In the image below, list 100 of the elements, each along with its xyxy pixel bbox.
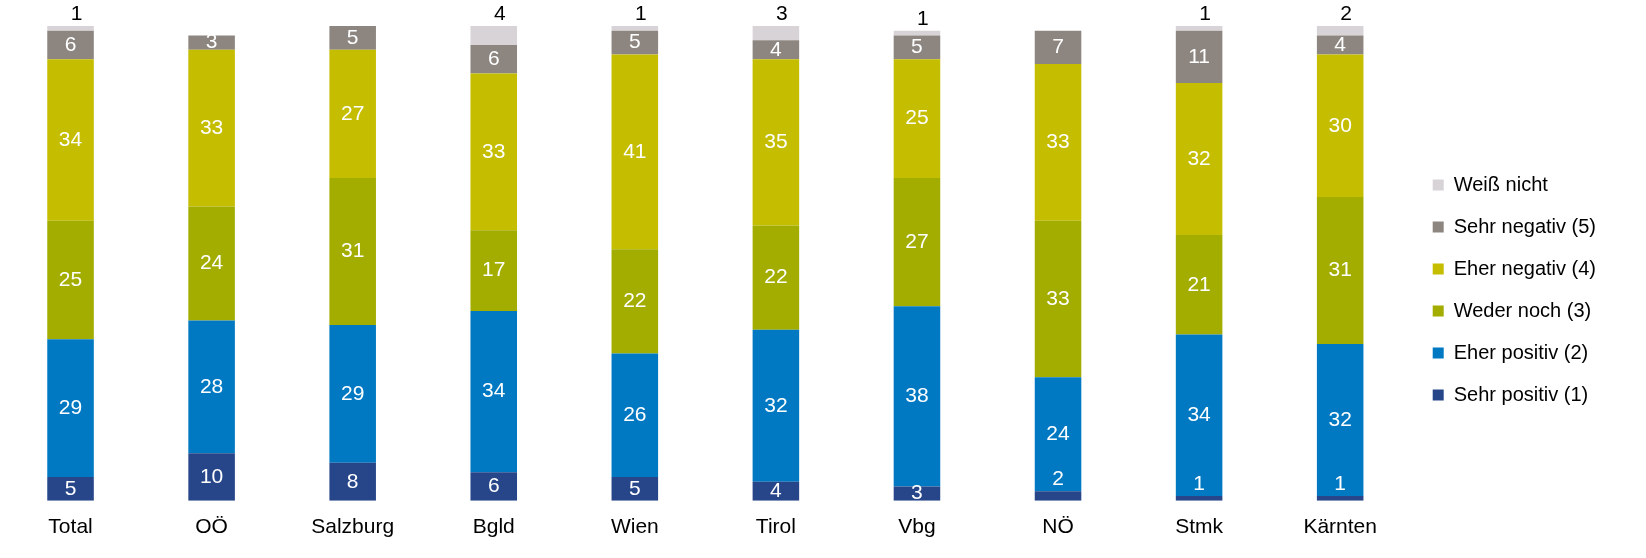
bar xyxy=(1175,334,1223,497)
bar xyxy=(1175,234,1223,335)
legend-label: Eher negativ (4) xyxy=(1453,256,1596,279)
x-tick-label: Tirol xyxy=(755,514,796,538)
data-label: 11 xyxy=(1188,43,1211,67)
bar xyxy=(47,26,94,31)
data-label: 34 xyxy=(58,126,83,150)
data-label: 5 xyxy=(628,29,641,53)
data-label: 3 xyxy=(911,480,923,504)
data-label: 27 xyxy=(905,228,929,252)
bar xyxy=(47,339,94,478)
bar xyxy=(329,325,376,463)
bar xyxy=(329,462,376,501)
x-tick-label: Kärnten xyxy=(1303,514,1377,538)
bar xyxy=(893,306,941,487)
data-label: 1 xyxy=(1193,470,1205,494)
data-label: 27 xyxy=(341,100,365,124)
bar xyxy=(1175,26,1223,31)
bar xyxy=(470,73,518,231)
data-label: 33 xyxy=(482,138,506,162)
data-label: 6 xyxy=(487,473,500,497)
data-label: 33 xyxy=(1046,129,1070,153)
data-label: 6 xyxy=(487,46,500,70)
bar xyxy=(611,54,659,250)
data-label: 1 xyxy=(70,1,83,25)
bar xyxy=(329,177,376,326)
data-label: 24 xyxy=(1046,421,1071,445)
bar xyxy=(1034,491,1082,501)
data-label: 29 xyxy=(58,395,83,419)
data-label: 38 xyxy=(905,383,929,407)
bar xyxy=(188,35,235,50)
bar xyxy=(329,49,376,178)
data-label: 25 xyxy=(58,266,83,290)
bar xyxy=(752,225,800,330)
bar xyxy=(470,310,518,473)
data-label: 6 xyxy=(64,31,77,55)
data-label: 34 xyxy=(482,378,506,402)
data-label: 10 xyxy=(199,463,224,487)
x-tick-label: Total xyxy=(48,514,93,538)
data-label: 33 xyxy=(1046,285,1070,309)
data-label: 5 xyxy=(64,475,77,499)
data-label: 1 xyxy=(634,1,647,25)
x-tick-label: Wien xyxy=(610,514,659,538)
data-label: 30 xyxy=(1328,112,1352,136)
bar xyxy=(1175,82,1223,235)
bar xyxy=(188,49,235,207)
data-label: 32 xyxy=(1187,145,1211,169)
data-label: 1 xyxy=(1334,470,1347,494)
bar xyxy=(1316,54,1364,197)
data-label: 4 xyxy=(493,1,506,25)
data-label: 25 xyxy=(905,105,929,129)
bar xyxy=(188,206,235,321)
data-label: 5 xyxy=(911,34,923,58)
bar xyxy=(470,472,518,501)
data-label: 33 xyxy=(199,114,224,138)
data-label: 29 xyxy=(341,380,365,404)
bar xyxy=(188,453,235,501)
data-label: 4 xyxy=(770,478,783,502)
bar xyxy=(1034,220,1082,378)
data-label: 21 xyxy=(1187,271,1211,295)
bar xyxy=(47,30,94,60)
data-label: 22 xyxy=(623,288,647,312)
x-tick-label: Bgld xyxy=(472,514,515,538)
bar xyxy=(752,26,800,41)
bar xyxy=(1034,30,1082,64)
legend-label: Eher positiv (2) xyxy=(1453,340,1589,363)
data-label: 31 xyxy=(341,238,365,262)
data-label: 2 xyxy=(1052,466,1064,490)
bar xyxy=(470,230,518,311)
x-tick-label: Salzburg xyxy=(311,514,395,538)
data-label: 24 xyxy=(199,250,224,274)
data-label: 1 xyxy=(1199,1,1211,25)
x-tick-label: Vbg xyxy=(898,514,936,538)
bar xyxy=(1316,344,1364,497)
data-label: 7 xyxy=(1052,34,1064,58)
x-tick-label: OÖ xyxy=(195,514,228,538)
bar xyxy=(752,329,800,482)
legend-label: Sehr negativ (5) xyxy=(1453,214,1596,237)
data-label: 4 xyxy=(1334,31,1347,55)
data-label: 8 xyxy=(346,468,359,492)
bar xyxy=(1175,30,1223,83)
bar xyxy=(1316,196,1364,345)
data-label: 26 xyxy=(623,402,647,426)
x-tick-label: Stmk xyxy=(1175,514,1224,538)
bar xyxy=(188,320,235,454)
bar xyxy=(611,353,659,478)
bar xyxy=(47,220,94,340)
bar xyxy=(470,44,518,74)
data-label: 5 xyxy=(628,475,641,499)
bar xyxy=(1034,63,1082,221)
data-label: 5 xyxy=(346,24,359,48)
bar xyxy=(893,59,941,178)
data-label: 32 xyxy=(1328,406,1352,430)
data-label: 31 xyxy=(1328,257,1352,281)
bar xyxy=(893,35,941,60)
data-label: 2 xyxy=(1340,1,1353,25)
bar xyxy=(47,59,94,221)
data-label: 32 xyxy=(764,392,788,416)
bar xyxy=(1316,26,1364,36)
data-label: 34 xyxy=(1187,402,1212,426)
